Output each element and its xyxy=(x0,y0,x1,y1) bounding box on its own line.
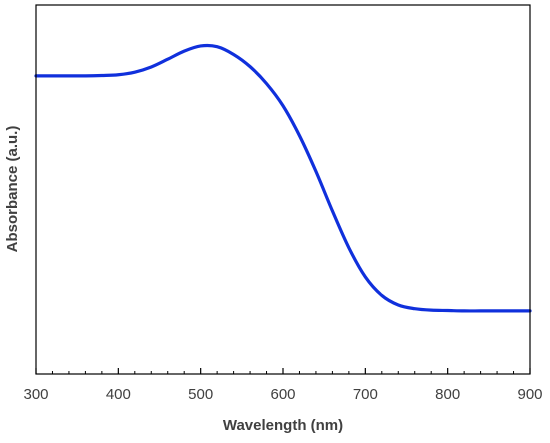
x-tick-label-700: 700 xyxy=(353,386,378,403)
plot-frame xyxy=(35,4,531,375)
ticks-layer xyxy=(35,368,531,374)
x-tick-label-500: 500 xyxy=(188,386,213,403)
x-tick-label-300: 300 xyxy=(23,386,48,403)
y-axis-title: Absorbance (a.u.) xyxy=(4,126,21,253)
labels-layer: 300 400 500 600 700 800 900 xyxy=(23,386,542,403)
x-tick-label-800: 800 xyxy=(435,386,460,403)
x-tick-label-400: 400 xyxy=(106,386,131,403)
absorbance-series-line-0 xyxy=(34,43,532,313)
x-tick-label-900: 900 xyxy=(517,386,542,403)
x-tick-label-600: 600 xyxy=(270,386,295,403)
series-layer xyxy=(34,43,532,313)
x-axis-title: Wavelength (nm) xyxy=(223,417,343,434)
